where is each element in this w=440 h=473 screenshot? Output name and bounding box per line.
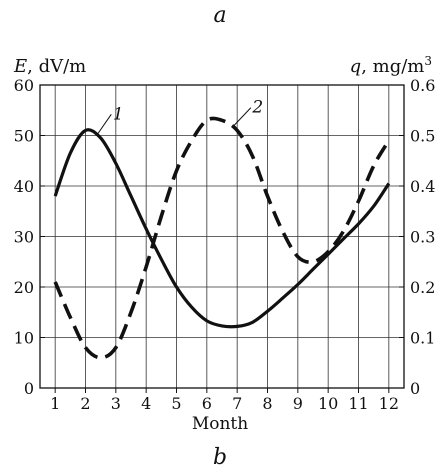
right-y-tick-label: 0.5 (410, 127, 435, 146)
x-axis-title: Month (192, 414, 248, 434)
series-line-2 (53, 116, 391, 360)
x-tick-label: 9 (293, 394, 303, 413)
left-y-tick-label: 50 (14, 127, 34, 146)
left-axis-symbol: E (13, 56, 27, 77)
series-label-leader-2 (233, 107, 252, 126)
series-label-leader-1 (97, 114, 112, 135)
left-y-tick-label: 0 (24, 379, 34, 398)
x-tick-label: 6 (202, 394, 212, 413)
right-axis-symbol: q (350, 56, 362, 77)
left-axis-unit: , dV/m (27, 56, 86, 77)
x-tick-label: 5 (171, 394, 181, 413)
x-tick-label: 11 (348, 394, 368, 413)
left-y-tick-label: 30 (14, 228, 34, 247)
x-tick-label: 12 (379, 394, 399, 413)
x-tick-label: 8 (262, 394, 272, 413)
series-label-2: 2 (251, 98, 263, 118)
right-axis-unit-sup: 3 (424, 54, 432, 68)
plot-area: 1 2 3 4 5 6 7 8 9 10 11 12010203040506000.10.20.30.… (14, 76, 436, 413)
panel-label-a: a (213, 3, 226, 28)
left-y-tick-label: 10 (14, 329, 34, 348)
panel-label-b: b (213, 445, 227, 470)
right-y-tick-label: 0.4 (410, 177, 435, 196)
right-axis-unit: , mg/m (361, 56, 424, 77)
right-y-tick-label: 0.3 (410, 228, 435, 247)
x-tick-label: 7 (232, 394, 242, 413)
right-axis-title: q, mg/m3 (350, 54, 432, 77)
x-tick-label: 1 (50, 394, 60, 413)
right-y-tick-label: 0.1 (410, 329, 435, 348)
series-label-1: 1 (113, 104, 124, 124)
right-y-tick-label: 0.6 (410, 76, 435, 95)
left-axis-title: E, dV/m (13, 56, 86, 77)
right-y-tick-label: 0.2 (410, 278, 435, 297)
x-tick-label: 3 (111, 394, 121, 413)
left-y-tick-label: 60 (14, 76, 34, 95)
x-tick-label: 10 (318, 394, 338, 413)
x-tick-label: 2 (80, 394, 90, 413)
right-y-tick-label: 0 (410, 379, 420, 398)
x-tick-label: 4 (141, 394, 151, 413)
series-line-1 (53, 128, 391, 329)
left-y-tick-label: 20 (14, 278, 34, 297)
left-y-tick-label: 40 (14, 177, 34, 196)
